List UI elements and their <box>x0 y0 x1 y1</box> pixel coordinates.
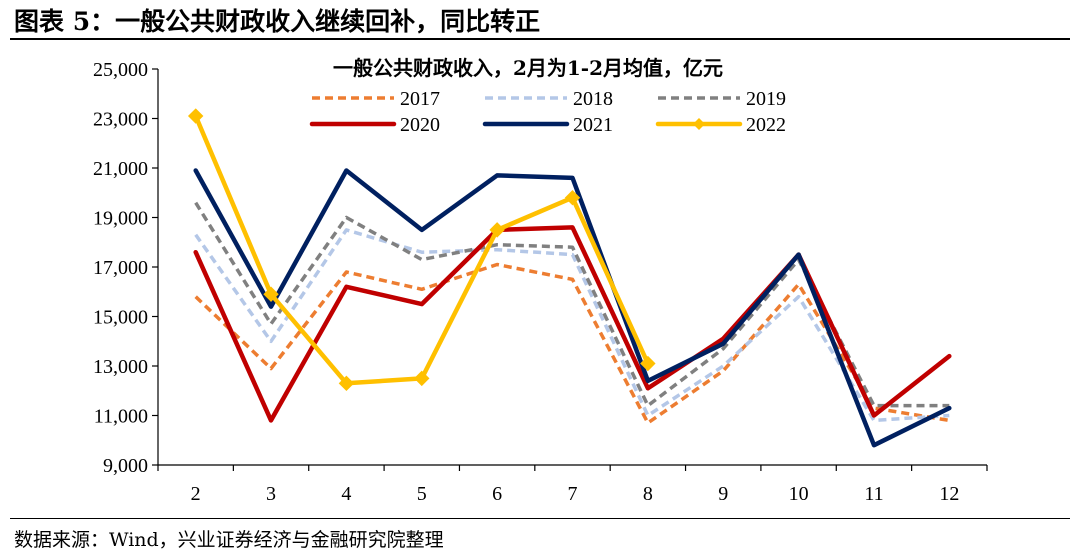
y-tick-label: 9,000 <box>103 455 148 477</box>
series-2018 <box>194 228 950 423</box>
data-point-2022 <box>338 375 355 392</box>
chart-axes: 9,000 11,000 13,000 15,000 17,000 19,000 21,00… <box>93 59 988 505</box>
y-tick-label: 17,000 <box>93 257 148 279</box>
series-2017 <box>194 262 950 425</box>
figure-title: 图表 5：一般公共财政收入继续回补，同比转正 <box>14 7 541 36</box>
legend-label-2019: 2019 <box>746 88 786 110</box>
legend-entry-2017: 2017 <box>312 88 440 110</box>
x-tick-label: 12 <box>939 483 959 505</box>
source-note: 数据来源：Wind，兴业证券经济与金融研究院整理 <box>14 529 444 551</box>
x-tick-label: 3 <box>266 483 276 505</box>
legend-entry-2022: 2022 <box>655 114 786 136</box>
legend-label-2018: 2018 <box>573 88 613 110</box>
legend-marker-2022 <box>693 118 705 130</box>
x-tick-label: 8 <box>643 483 653 505</box>
x-tick-label: 5 <box>417 483 427 505</box>
source-rule <box>10 518 1070 519</box>
series-line-2022 <box>193 113 651 386</box>
x-tick-label: 10 <box>789 483 809 505</box>
y-tick-label: 25,000 <box>93 59 148 81</box>
x-tick-label: 11 <box>864 483 883 505</box>
series-2020 <box>193 225 952 423</box>
legend-label-2021: 2021 <box>573 114 613 136</box>
legend-entry-2019: 2019 <box>658 88 786 110</box>
legend-entry-2018: 2018 <box>485 88 613 110</box>
data-point-2022 <box>640 355 656 372</box>
y-tick-label: 13,000 <box>93 356 148 378</box>
chart-legend: 2017 2018 2019 2020 2021 2022 <box>309 88 786 136</box>
series-line-2017 <box>194 262 950 425</box>
chart-title: 一般公共财政收入，2月为1-2月均值，亿元 <box>333 56 723 80</box>
chart-series <box>187 108 952 448</box>
y-tick-label: 19,000 <box>93 208 148 230</box>
legend-entry-2020: 2020 <box>309 114 440 136</box>
y-tick-label: 11,000 <box>94 406 148 428</box>
x-tick-label: 4 <box>341 483 351 505</box>
series-2019 <box>194 201 950 408</box>
x-tick-label: 6 <box>492 483 502 505</box>
legend-label-2020: 2020 <box>400 114 440 136</box>
legend-label-2022: 2022 <box>746 114 786 136</box>
x-tick-label: 7 <box>568 483 578 505</box>
title-rule <box>10 38 1070 40</box>
legend-label-2017: 2017 <box>400 88 440 110</box>
data-point-2022 <box>263 286 279 302</box>
y-tick-label: 23,000 <box>93 109 148 131</box>
data-point-2022 <box>564 189 581 206</box>
x-tick-label: 9 <box>718 483 728 505</box>
y-tick-label: 21,000 <box>93 158 148 180</box>
series-line-2018 <box>194 228 950 423</box>
data-point-2022 <box>187 108 204 124</box>
data-point-2022 <box>489 222 505 238</box>
series-line-2021 <box>193 168 952 448</box>
series-line-2019 <box>194 201 950 408</box>
y-tick-label: 15,000 <box>93 307 148 329</box>
series-2022 <box>187 108 656 392</box>
series-2021 <box>193 168 952 448</box>
legend-entry-2021: 2021 <box>482 114 613 136</box>
data-point-2022 <box>414 370 430 387</box>
series-line-2020 <box>193 225 952 423</box>
x-tick-label: 2 <box>191 483 201 505</box>
